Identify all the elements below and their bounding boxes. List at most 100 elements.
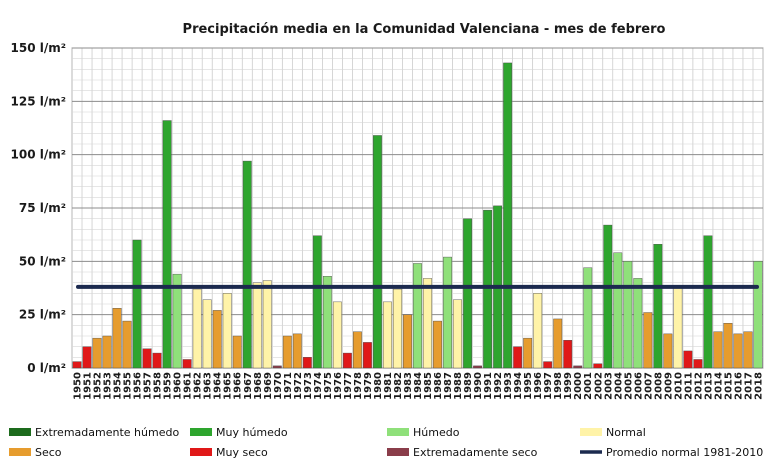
bar-1979 bbox=[363, 342, 372, 369]
x-tick-label: 1987 bbox=[443, 372, 454, 400]
bar-1997 bbox=[543, 361, 553, 369]
bar-2003 bbox=[603, 224, 613, 369]
x-tick-label: 1990 bbox=[473, 372, 484, 400]
bar-1999 bbox=[563, 340, 573, 369]
x-tick-label: 2012 bbox=[693, 372, 704, 400]
x-tick-label: 1969 bbox=[263, 372, 274, 400]
bar-2012 bbox=[693, 359, 703, 369]
legend-label-muy_humedo: Muy húmedo bbox=[216, 426, 288, 439]
x-tick-label: 2001 bbox=[583, 372, 594, 400]
x-tick-label: 1958 bbox=[153, 372, 164, 400]
bar-2015 bbox=[723, 323, 733, 369]
bar-1955 bbox=[122, 320, 132, 369]
bar-1971 bbox=[282, 335, 292, 369]
bar-1952 bbox=[92, 337, 102, 369]
bar-2005 bbox=[623, 261, 633, 369]
x-tick-label: 1977 bbox=[343, 372, 354, 400]
x-tick-label: 2009 bbox=[663, 372, 674, 400]
bar-1970 bbox=[272, 365, 282, 369]
x-tick-label: 1973 bbox=[303, 372, 314, 400]
x-tick-label: 1992 bbox=[493, 372, 504, 400]
bar-1998 bbox=[553, 318, 563, 369]
bar-1956 bbox=[132, 239, 142, 369]
bar-1967 bbox=[242, 160, 252, 369]
bar-1961 bbox=[182, 359, 192, 369]
legend-swatch-muy_seco bbox=[190, 448, 212, 456]
x-tick-label: 1986 bbox=[433, 372, 444, 400]
x-tick-label: 1980 bbox=[373, 372, 384, 400]
bar-1977 bbox=[342, 352, 352, 369]
y-tick-label: 50 l/m² bbox=[19, 254, 66, 268]
x-tick-label: 2016 bbox=[733, 372, 744, 400]
bar-1965 bbox=[222, 293, 232, 369]
x-tick-label: 1963 bbox=[203, 372, 214, 400]
bar-2004 bbox=[613, 252, 623, 369]
x-tick-label: 1972 bbox=[293, 372, 304, 400]
x-tick-label: 1995 bbox=[523, 372, 534, 400]
x-tick-label: 1988 bbox=[453, 372, 464, 400]
bar-2016 bbox=[733, 333, 743, 369]
bar-1981 bbox=[383, 301, 392, 369]
chart-legend: Extremadamente húmedo Muy húmedo Húmedo Nor… bbox=[9, 426, 763, 459]
x-tick-label: 1985 bbox=[423, 372, 434, 400]
bar-1968 bbox=[252, 282, 262, 369]
x-tick-label: 1952 bbox=[93, 372, 104, 400]
bar-2017 bbox=[743, 331, 753, 369]
x-tick-label: 1957 bbox=[143, 372, 154, 400]
bar-1964 bbox=[212, 310, 222, 369]
bar-1963 bbox=[202, 299, 212, 369]
bar-1985 bbox=[423, 278, 432, 369]
chart-title: Precipitación media en la Comunidad Vale… bbox=[183, 22, 666, 37]
x-tick-label: 2014 bbox=[713, 372, 724, 400]
x-tick-label: 1997 bbox=[543, 372, 554, 400]
bar-1966 bbox=[232, 335, 242, 369]
bar-1958 bbox=[152, 352, 162, 369]
bar-1986 bbox=[433, 320, 442, 369]
bar-1993 bbox=[503, 62, 513, 369]
legend-label-muy_seco: Muy seco bbox=[216, 446, 268, 459]
bar-2008 bbox=[653, 244, 663, 369]
bar-1990 bbox=[473, 365, 482, 369]
legend-label-normal: Normal bbox=[606, 426, 646, 439]
bar-1959 bbox=[162, 120, 172, 369]
x-tick-label: 1998 bbox=[553, 372, 564, 400]
x-tick-label: 2018 bbox=[753, 372, 764, 400]
x-tick-label: 2003 bbox=[603, 372, 614, 400]
x-tick-label: 2005 bbox=[623, 372, 634, 400]
x-tick-label: 2015 bbox=[723, 372, 734, 400]
x-tick-label: 1975 bbox=[323, 372, 334, 400]
bar-2009 bbox=[663, 333, 673, 369]
bar-1984 bbox=[413, 263, 422, 369]
bar-1953 bbox=[102, 335, 112, 369]
bar-1951 bbox=[82, 346, 92, 369]
y-tick-label: 125 l/m² bbox=[11, 94, 66, 108]
legend-label-promedio: Promedio normal 1981-2010 bbox=[606, 446, 763, 459]
bar-1969 bbox=[262, 280, 272, 369]
bar-1982 bbox=[393, 288, 402, 369]
x-tick-label: 1978 bbox=[353, 372, 364, 400]
bar-1973 bbox=[302, 357, 312, 369]
bar-1960 bbox=[172, 273, 182, 369]
legend-label-extremadamente_seco: Extremadamente seco bbox=[413, 446, 538, 459]
bar-1983 bbox=[403, 314, 412, 369]
x-tick-label: 2002 bbox=[593, 372, 604, 400]
legend-swatch-extremadamente_humedo bbox=[9, 428, 31, 436]
x-tick-label: 1959 bbox=[163, 372, 174, 400]
y-tick-label: 25 l/m² bbox=[19, 308, 66, 322]
legend-label-extremadamente_humedo: Extremadamente húmedo bbox=[35, 426, 179, 439]
legend-label-humedo: Húmedo bbox=[413, 426, 460, 439]
x-tick-label: 1950 bbox=[73, 372, 84, 400]
legend-swatch-extremadamente_seco bbox=[387, 448, 409, 456]
y-tick-label: 150 l/m² bbox=[11, 41, 66, 55]
bar-1978 bbox=[353, 331, 362, 369]
bar-1974 bbox=[312, 235, 322, 369]
x-tick-label: 2007 bbox=[643, 372, 654, 400]
x-tick-label: 2006 bbox=[633, 372, 644, 400]
y-tick-label: 100 l/m² bbox=[11, 148, 66, 162]
bar-1980 bbox=[373, 135, 382, 369]
x-tick-label: 1968 bbox=[253, 372, 264, 400]
x-tick-label: 1976 bbox=[333, 372, 344, 400]
x-tick-label: 2004 bbox=[613, 372, 624, 400]
bar-1975 bbox=[322, 276, 332, 369]
